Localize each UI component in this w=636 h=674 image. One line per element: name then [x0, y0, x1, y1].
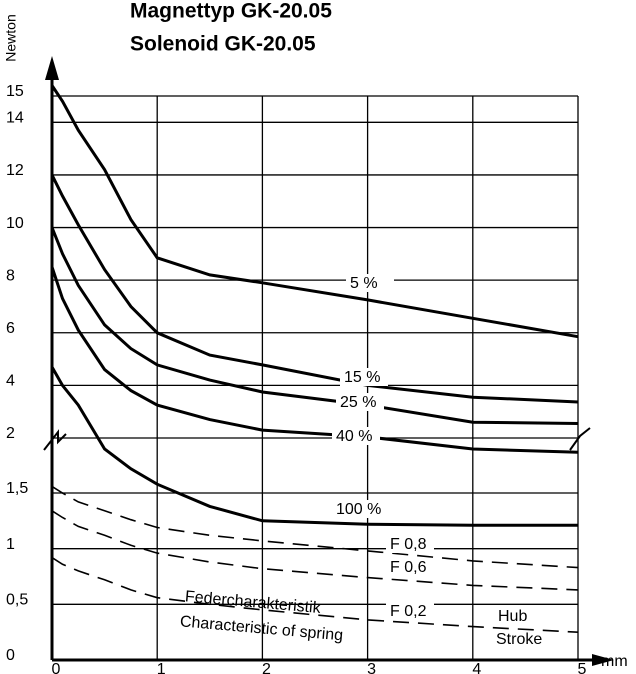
label-background — [386, 602, 434, 620]
x-axis-arrow — [592, 654, 614, 666]
x-axis-label: mm — [601, 653, 628, 670]
y-axis-label: Newton — [3, 14, 19, 61]
y-axis-arrow — [45, 56, 59, 80]
force-curve — [50, 366, 578, 527]
y-tick-label: 1,5 — [6, 480, 28, 497]
x-tick-label: 2 — [262, 661, 271, 674]
y-tick-label: 6 — [6, 320, 15, 337]
x-tick-label: 3 — [367, 661, 376, 674]
series-label: 100 % — [336, 501, 381, 518]
series-label: 25 % — [340, 394, 376, 411]
y-tick-label: 1 — [6, 536, 15, 553]
y-tick-label: 12 — [6, 162, 24, 179]
force-curve — [50, 266, 579, 454]
y-tick-label: 0 — [6, 647, 15, 664]
y-tick-label: 0,5 — [6, 592, 28, 609]
y-tick-label: 14 — [6, 110, 24, 127]
axis-break — [569, 427, 591, 451]
label-background — [346, 274, 394, 292]
y-tick-label: 4 — [6, 373, 15, 390]
chart-title: Magnettyp GK-20.05 — [130, 0, 332, 23]
label-background — [332, 427, 380, 445]
spring-curve — [51, 510, 579, 591]
y-tick-label: 15 — [6, 83, 24, 100]
series-label: F 0,2 — [390, 603, 427, 620]
x-tick-label: 1 — [157, 661, 166, 674]
label-background — [336, 393, 384, 411]
axis-break — [43, 429, 67, 451]
series-label: F 0,8 — [390, 536, 427, 553]
series-label: 5 % — [350, 275, 378, 292]
label-background — [386, 558, 434, 576]
y-tick-label: 8 — [6, 267, 15, 284]
label-background — [386, 535, 434, 553]
annotation: Federcharakteristik — [184, 588, 322, 617]
series-label: F 0,6 — [390, 559, 427, 576]
force-curve — [50, 84, 579, 339]
annotation: Hub — [498, 608, 527, 625]
force-curve — [50, 174, 579, 404]
x-tick-label: 5 — [578, 661, 587, 674]
label-background — [340, 368, 388, 386]
series-label: 15 % — [344, 369, 380, 386]
series-label: 40 % — [336, 428, 372, 445]
chart-subtitle: Solenoid GK-20.05 — [130, 33, 316, 56]
y-tick-label: 10 — [6, 215, 24, 232]
spring-curve — [51, 485, 579, 569]
x-tick-label: 0 — [52, 661, 61, 674]
force-curve — [50, 226, 579, 425]
annotation: Characteristic of spring — [179, 613, 343, 644]
label-background — [332, 500, 380, 518]
y-tick-label: 2 — [6, 425, 15, 442]
spring-curve — [51, 556, 579, 633]
x-tick-label: 4 — [472, 661, 481, 674]
annotation: Stroke — [496, 631, 542, 648]
